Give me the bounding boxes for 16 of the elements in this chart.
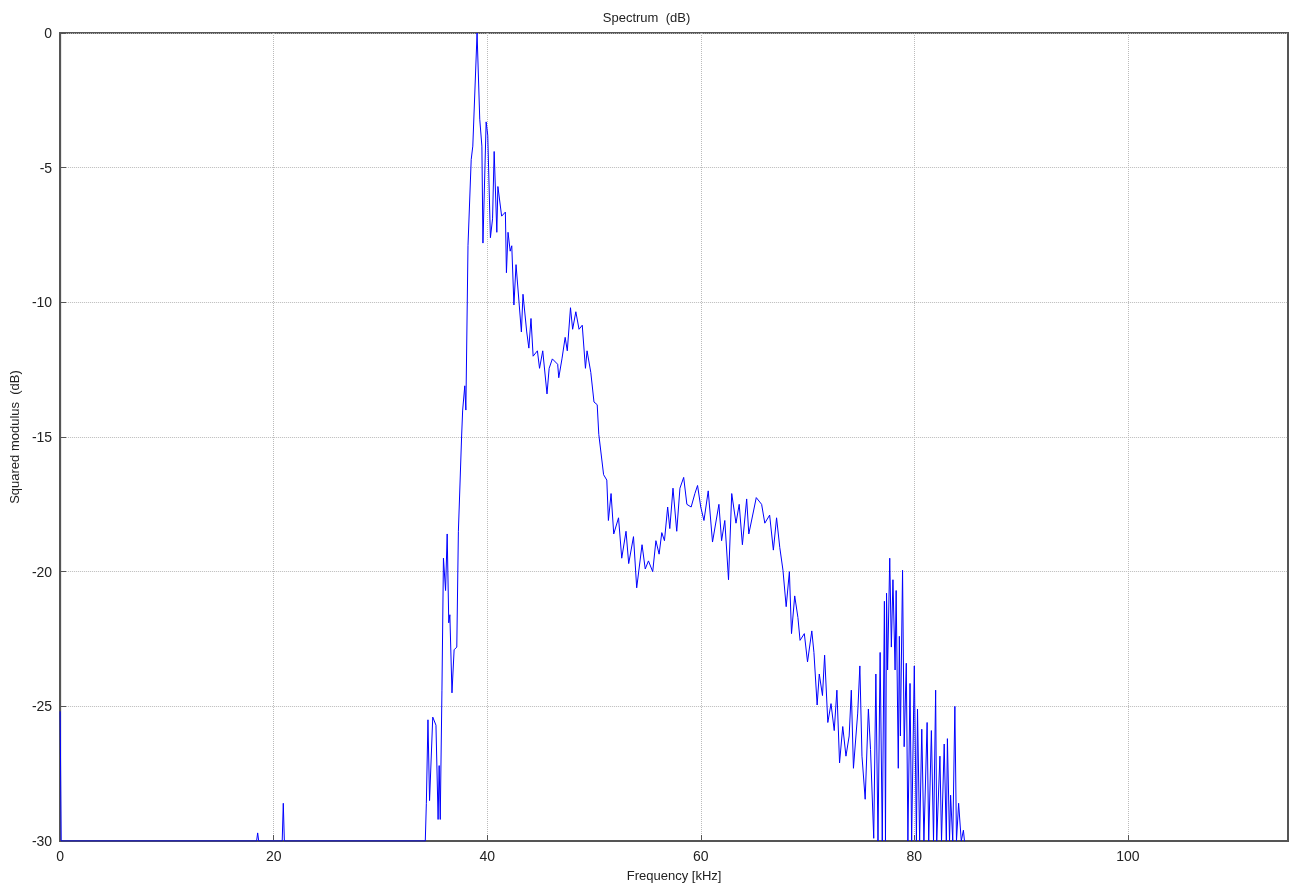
x-tick-label: 0	[56, 848, 65, 864]
y-tick-label: -30	[31, 833, 53, 849]
x-tick-label: 100	[1116, 848, 1140, 864]
x-axis-title: Frequency [kHz]	[626, 868, 722, 883]
x-tick-label: 60	[692, 848, 709, 864]
x-tick-label: 40	[479, 848, 496, 864]
y-tick-label: -10	[31, 294, 53, 311]
y-tick-label: -20	[31, 563, 53, 580]
x-tick-label: 20	[265, 848, 282, 864]
y-tick-label: -25	[31, 698, 53, 715]
chart-title: Spectrum (dB)	[602, 10, 691, 25]
y-tick-label: -15	[31, 429, 53, 445]
y-axis-title: Squared modulus (dB)	[7, 370, 22, 504]
y-tick-label: -5	[39, 159, 53, 176]
y-tick-label: 0	[44, 25, 53, 41]
x-tick-label: 80	[906, 848, 923, 864]
